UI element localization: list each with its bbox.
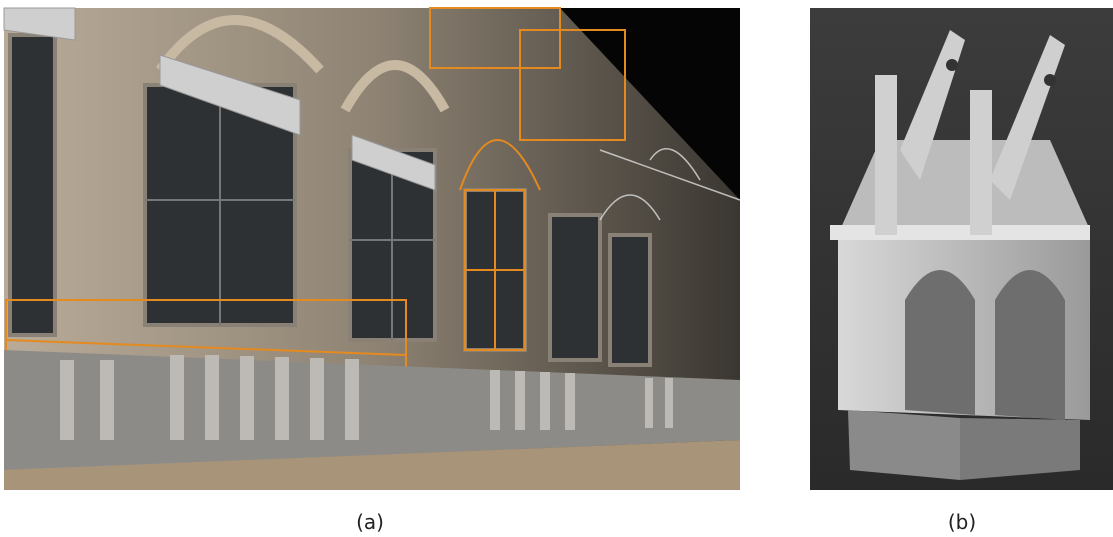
caption-a: (a) [356, 510, 384, 534]
panel-a-image [3, 7, 741, 490]
caption-b: (b) [947, 510, 977, 534]
panel-b-image [810, 8, 1113, 490]
